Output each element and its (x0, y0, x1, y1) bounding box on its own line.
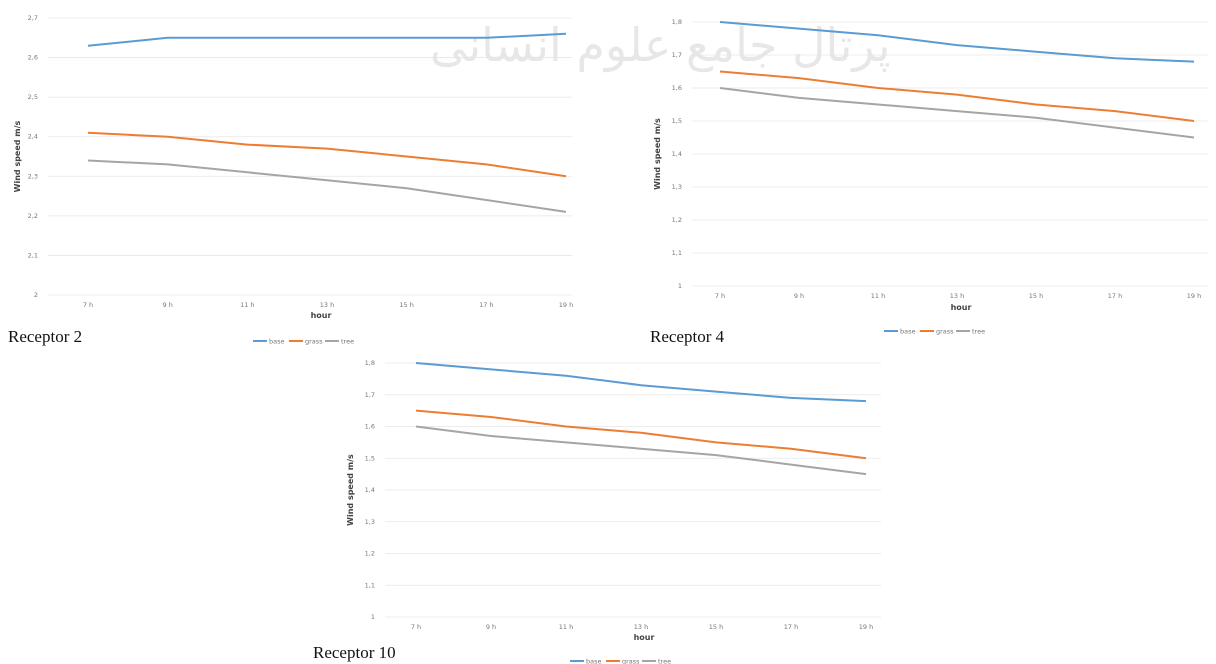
series-line-base (415, 362, 867, 403)
caption-receptor-4: Receptor 4 (650, 327, 725, 346)
x-tick-label: 19 h (559, 301, 573, 309)
y-axis-title: Wind speed m/s (346, 454, 355, 526)
x-tick-label: 15 h (1029, 292, 1043, 300)
y-tick-label: 1,7 (365, 391, 375, 399)
x-tick-label: 19 h (859, 623, 873, 631)
y-tick-label: 2 (34, 291, 38, 299)
x-tick-label: 19 h (1187, 292, 1201, 300)
caption-receptor-10: Receptor 10 (313, 643, 396, 662)
caption-receptor-2: Receptor 2 (8, 327, 83, 346)
legend-label-base: base (900, 327, 916, 335)
series-line-grass (719, 70, 1195, 122)
y-tick-label: 1,6 (672, 84, 682, 92)
x-tick-label: 9 h (794, 292, 804, 300)
y-tick-label: 1,8 (365, 359, 375, 367)
x-tick-label: 15 h (709, 623, 723, 631)
y-axis-title: Wind speed m/s (653, 118, 662, 190)
y-tick-label: 1,5 (672, 117, 682, 125)
y-tick-label: 2,3 (28, 172, 38, 180)
legend-label-tree: tree (972, 327, 985, 335)
y-tick-label: 2,2 (28, 212, 38, 220)
x-tick-label: 11 h (559, 623, 573, 631)
x-tick-label: 11 h (240, 301, 254, 309)
x-tick-label: 11 h (871, 292, 885, 300)
x-tick-label: 9 h (486, 623, 496, 631)
legend-label-grass: grass (622, 657, 640, 664)
legend-label-tree: tree (341, 337, 354, 345)
y-tick-label: 2,1 (28, 251, 38, 259)
x-tick-label: 7 h (83, 301, 93, 309)
x-tick-label: 9 h (163, 301, 173, 309)
x-tick-label: 17 h (1108, 292, 1122, 300)
y-tick-label: 1,5 (365, 454, 375, 462)
x-tick-label: 15 h (399, 301, 413, 309)
y-tick-label: 1,2 (365, 550, 375, 558)
y-tick-label: 1,1 (672, 249, 682, 257)
y-tick-label: 1,1 (365, 581, 375, 589)
y-tick-label: 1,4 (672, 150, 682, 158)
y-axis-title: Wind speed m/s (13, 120, 22, 192)
y-tick-label: 1,3 (365, 518, 375, 526)
y-tick-label: 1,4 (365, 486, 375, 494)
y-tick-label: 2,5 (28, 93, 38, 101)
series-line-grass (415, 409, 867, 460)
x-axis-title: hour (951, 303, 972, 312)
chart-3: 1 1,1 1,2 1,3 1,4 1,5 1,6 1,7 1,8 7 h 9 h 11 h 13 h 1… (346, 359, 881, 664)
y-tick-label: 1,3 (672, 183, 682, 191)
y-tick-label: 1,2 (672, 216, 682, 224)
series-line-tree (415, 425, 867, 476)
y-tick-label: 2,7 (28, 14, 38, 22)
watermark: پرتال جامع علوم انسانی (430, 18, 891, 72)
x-tick-label: 13 h (950, 292, 964, 300)
y-tick-label: 1,8 (672, 18, 682, 26)
legend-label-base: base (269, 337, 285, 345)
x-tick-label: 17 h (479, 301, 493, 309)
x-tick-label: 13 h (320, 301, 334, 309)
legend-label-base: base (586, 657, 602, 664)
y-tick-label: 1,6 (365, 423, 375, 431)
x-axis-title: hour (634, 633, 655, 642)
series-line-tree (719, 87, 1195, 139)
x-tick-label: 17 h (784, 623, 798, 631)
series-line-tree (87, 159, 567, 213)
legend-label-grass: grass (936, 327, 954, 335)
y-tick-label: 1,7 (672, 51, 682, 59)
x-tick-label: 13 h (634, 623, 648, 631)
chart-1: 2 2,1 2,2 2,3 2,4 2,5 2,6 2,7 7 h 9 h 11 h 13 h 15 h… (13, 14, 573, 345)
y-tick-label: 2,6 (28, 54, 38, 62)
legend-label-grass: grass (305, 337, 323, 345)
series-line-base (87, 32, 567, 47)
series-line-base (719, 21, 1195, 63)
x-tick-label: 7 h (411, 623, 421, 631)
y-tick-label: 2,4 (28, 133, 38, 141)
x-tick-label: 7 h (715, 292, 725, 300)
chart-2: 1 1,1 1,2 1,3 1,4 1,5 1,6 1,7 1,8 7 h 9 h 11 h 13 h 1… (653, 18, 1208, 335)
y-tick-label: 1 (678, 282, 682, 290)
y-tick-label: 1 (371, 613, 375, 621)
series-line-grass (87, 131, 567, 178)
x-axis-title: hour (311, 311, 332, 320)
legend-label-tree: tree (658, 657, 671, 664)
